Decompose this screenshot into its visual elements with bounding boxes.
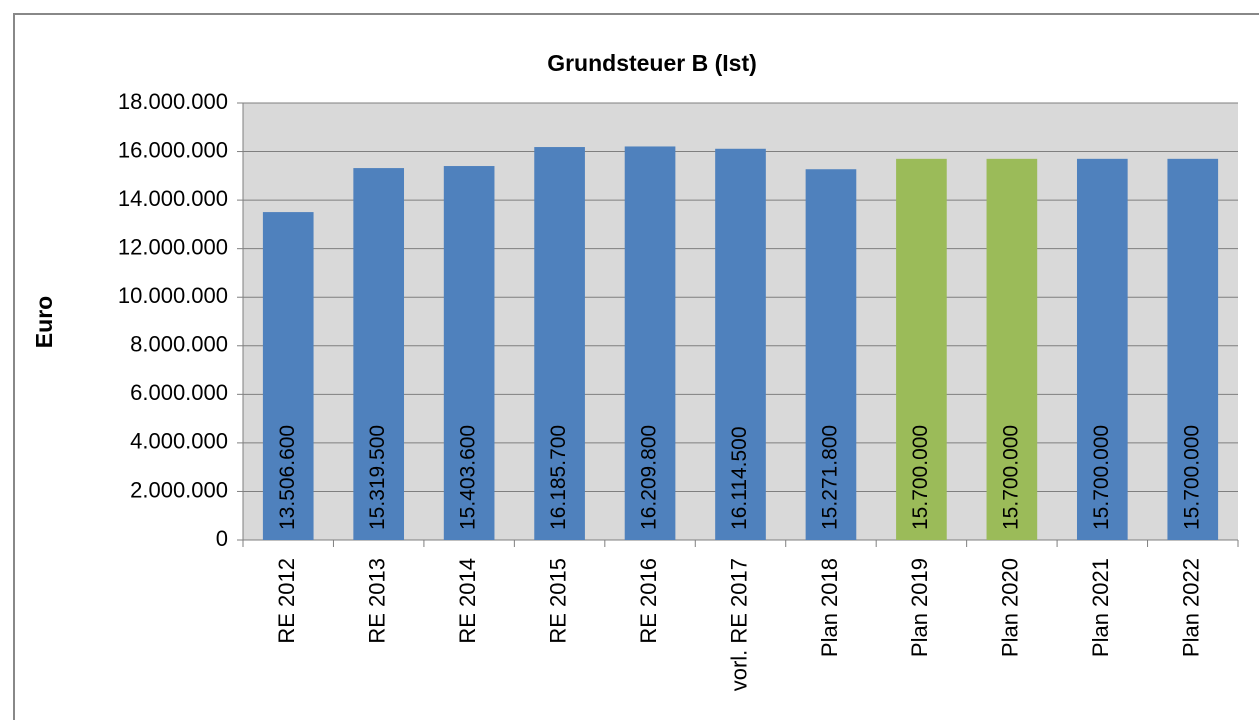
bar (1167, 158, 1219, 541)
x-tick-label: RE 2012 (274, 558, 299, 644)
bar (262, 212, 314, 540)
y-tick-label: 14.000.000 (118, 186, 228, 211)
y-tick-label: 2.000.000 (130, 477, 228, 502)
data-label: 16.114.500 (728, 426, 751, 530)
bar (896, 158, 947, 541)
chart-title: Grundsteuer B (Ist) (547, 50, 757, 76)
data-label: 15.700.000 (909, 425, 932, 530)
bar (986, 158, 1038, 541)
x-tick-label: Plan 2021 (1088, 558, 1113, 657)
bar (624, 146, 676, 540)
data-label: 15.319.500 (366, 425, 389, 530)
y-tick-label: 0 (216, 526, 228, 551)
bar (805, 169, 857, 541)
x-tick-label: RE 2014 (455, 558, 480, 644)
bar (443, 166, 495, 540)
y-tick-label: 4.000.000 (130, 429, 228, 454)
bar (1076, 158, 1128, 541)
bar (534, 147, 585, 540)
y-tick-label: 8.000.000 (130, 332, 228, 357)
x-tick-label: RE 2016 (636, 558, 661, 644)
x-tick-label: Plan 2020 (998, 558, 1023, 657)
y-axis-label: Euro (31, 296, 57, 348)
data-label: 15.700.000 (999, 425, 1022, 530)
x-tick-label: vorl. RE 2017 (726, 558, 751, 691)
data-label: 15.700.000 (1180, 425, 1203, 530)
x-tick-label: Plan 2018 (817, 558, 842, 657)
data-label: 16.209.800 (638, 425, 661, 530)
y-tick-label: 6.000.000 (130, 380, 228, 405)
y-tick-label: 12.000.000 (118, 234, 228, 259)
y-tick-label: 18.000.000 (118, 89, 228, 114)
data-label: 15.700.000 (1090, 425, 1113, 530)
x-tick-label: Plan 2022 (1179, 558, 1204, 657)
data-label: 15.403.600 (457, 425, 480, 530)
y-tick-label: 10.000.000 (118, 283, 228, 308)
bar (715, 148, 766, 540)
x-tick-label: RE 2015 (545, 558, 570, 644)
x-tick-label: RE 2013 (364, 558, 389, 644)
x-tick-label: Plan 2019 (907, 558, 932, 657)
data-label: 15.271.800 (819, 425, 842, 530)
bar (353, 168, 405, 540)
data-label: 13.506.600 (276, 425, 299, 530)
y-tick-label: 16.000.000 (118, 137, 228, 162)
data-label: 16.185.700 (547, 425, 570, 530)
